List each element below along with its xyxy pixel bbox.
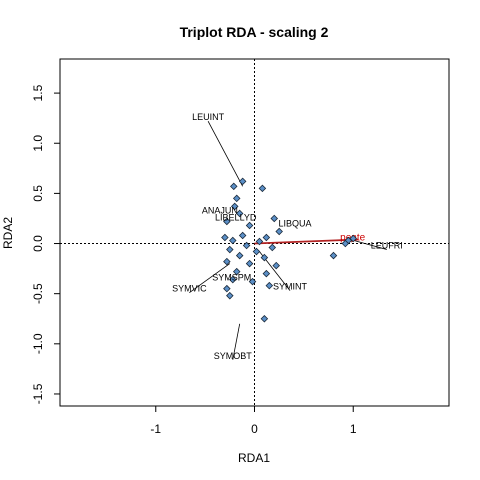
species-connector-line (207, 120, 244, 187)
site-point (349, 234, 357, 243)
site-point (223, 257, 231, 266)
site-point (262, 233, 271, 242)
species-connector-line (189, 263, 231, 293)
site-point (230, 182, 238, 191)
site-point (229, 275, 237, 284)
site-point (235, 209, 244, 218)
y-tick-label: -0.5 (31, 283, 45, 304)
site-point (270, 214, 279, 223)
site-point (260, 253, 269, 262)
site-point (238, 177, 247, 186)
site-point (268, 243, 277, 252)
site-point (242, 241, 251, 250)
site-point (230, 202, 239, 211)
species-label: LEUINT (192, 112, 225, 122)
site-point (260, 314, 269, 323)
y-axis-label: RDA2 (1, 217, 15, 249)
y-tick-label: 1.0 (31, 135, 45, 152)
site-point (232, 267, 241, 276)
site-point (235, 251, 244, 260)
species-label: SYMVIC (172, 284, 207, 294)
x-tick-label: 0 (251, 422, 258, 436)
site-point (262, 269, 271, 278)
y-tick-label: 0.5 (31, 185, 45, 202)
site-point (265, 281, 274, 290)
species-label: LIBELLYD (215, 212, 257, 222)
species-connector-line (232, 323, 241, 360)
species-label: SYMOBT (214, 351, 253, 361)
x-tick-label: -1 (150, 422, 161, 436)
site-point (238, 231, 247, 240)
site-point (258, 184, 267, 193)
plot-area: penteLEUINTANAJUNLIBELLYDLIBQUASYMINTSYM… (60, 59, 449, 406)
site-point (329, 251, 338, 260)
site-point (248, 277, 257, 286)
site-point (232, 194, 241, 203)
y-tick-label: 0.0 (31, 235, 45, 252)
site-point (341, 239, 350, 248)
y-tick-label: -1.5 (31, 383, 45, 404)
site-point (223, 284, 231, 293)
site-point (221, 233, 229, 242)
y-tick-label: 1.5 (31, 84, 45, 101)
site-point (245, 259, 254, 268)
x-axis-label: RDA1 (238, 451, 270, 465)
species-label: ANAJUN (202, 205, 238, 215)
species-label: SYMSPM (212, 273, 251, 283)
site-point (255, 237, 264, 246)
site-point (245, 221, 254, 230)
site-point (223, 217, 231, 226)
species-label: LEUFRI (371, 241, 403, 251)
site-point (252, 247, 261, 256)
site-point (226, 245, 234, 254)
site-point (226, 291, 234, 300)
species-label: LIBQUA (278, 218, 311, 228)
y-tick-label: -1.0 (31, 333, 45, 354)
chart-title: Triplot RDA - scaling 2 (180, 24, 329, 40)
site-point (275, 227, 283, 236)
environment-arrow (254, 238, 359, 245)
x-tick-label: 1 (350, 422, 357, 436)
species-connector-line (350, 239, 387, 250)
species-label: SYMINT (273, 282, 308, 292)
site-point (272, 261, 280, 270)
site-point (229, 236, 237, 245)
